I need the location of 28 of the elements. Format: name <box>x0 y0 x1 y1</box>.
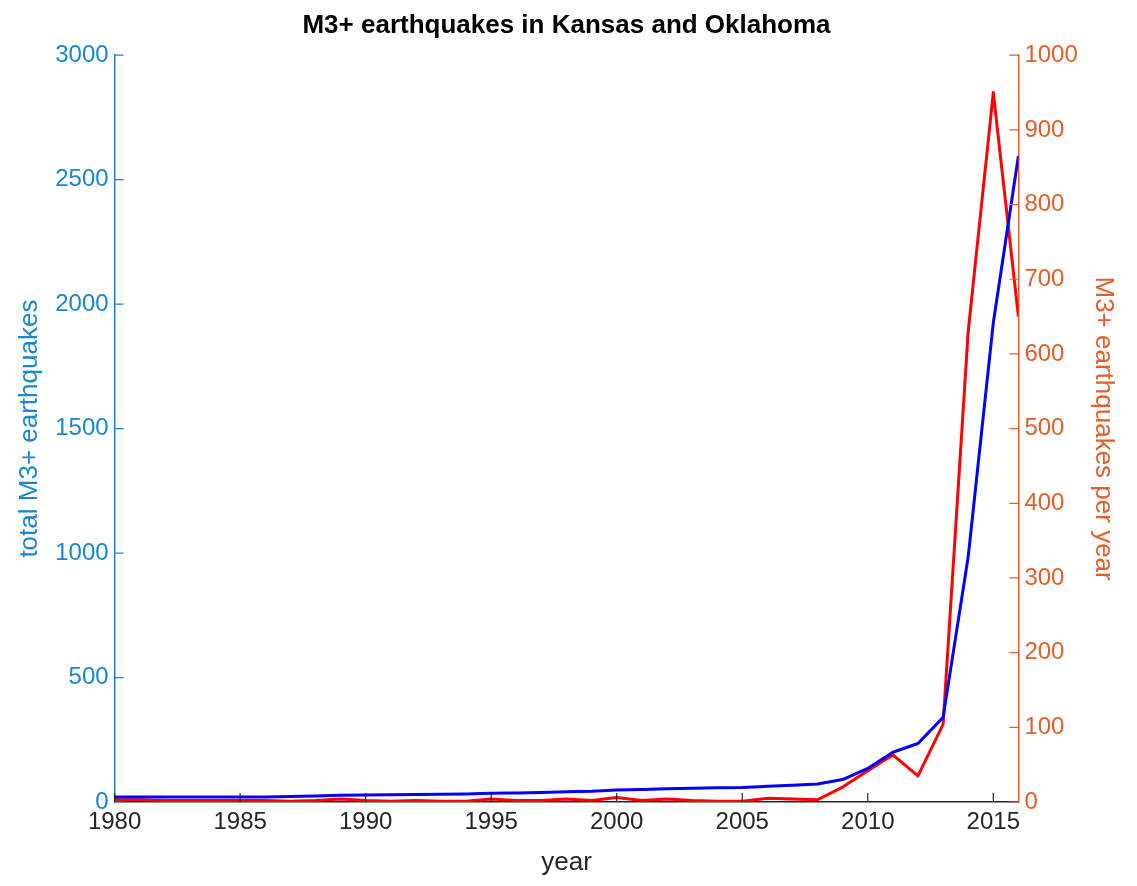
y2-tick-label: 1000 <box>1024 39 1078 67</box>
y2-tick-label: 100 <box>1024 711 1065 739</box>
y-tick-label: 3000 <box>55 39 109 67</box>
y2-tick-label: 800 <box>1024 189 1065 217</box>
x-axis-title: year <box>541 845 593 876</box>
x-tick-label: 1990 <box>338 807 393 835</box>
x-tick-label: 2015 <box>966 807 1020 835</box>
y-tick-label: 1000 <box>55 537 109 565</box>
x-tick-label: 2000 <box>590 807 644 835</box>
y2-tick-label: 900 <box>1024 114 1065 142</box>
y-tick-label: 2500 <box>55 164 109 192</box>
y-tick-label: 500 <box>68 662 109 690</box>
x-tick-label: 2010 <box>841 807 895 835</box>
y2-tick-label: 500 <box>1024 413 1065 441</box>
y-tick-label: 1500 <box>55 413 109 441</box>
x-tick-label: 2005 <box>715 807 769 835</box>
y2-tick-label: 0 <box>1024 786 1038 814</box>
chart-title: M3+ earthquakes in Kansas and Oklahoma <box>302 8 832 39</box>
y-axis-title: total M3+ earthquakes <box>12 299 43 558</box>
y2-axis-title: M3+ earthquakes per year <box>1090 276 1121 582</box>
y2-tick-label: 300 <box>1024 562 1065 590</box>
y2-tick-label: 400 <box>1024 487 1065 515</box>
y-tick-label: 2000 <box>55 288 109 316</box>
y2-tick-label: 200 <box>1024 637 1065 665</box>
x-tick-label: 1995 <box>464 807 518 835</box>
y2-tick-label: 700 <box>1024 263 1065 291</box>
y2-tick-label: 600 <box>1024 338 1065 366</box>
x-tick-label: 1985 <box>213 807 267 835</box>
